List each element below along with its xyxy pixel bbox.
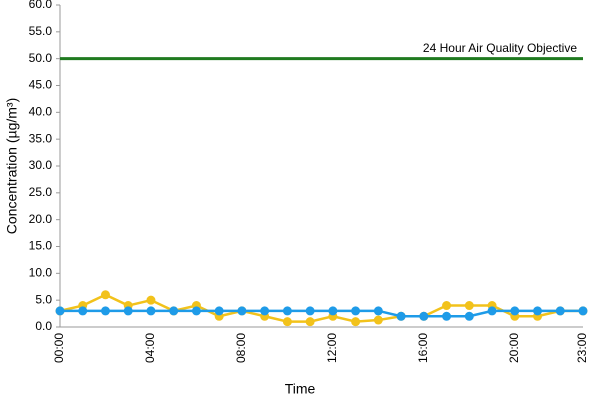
marker	[260, 306, 270, 316]
y-tick-label: 5.0	[35, 292, 52, 306]
marker	[555, 306, 565, 316]
y-axis-label: Concentration (µg/m³)	[4, 98, 20, 234]
marker	[464, 311, 474, 321]
marker	[100, 290, 110, 300]
marker	[351, 306, 361, 316]
marker	[487, 306, 497, 316]
series-line	[59, 293, 583, 323]
marker	[282, 317, 292, 327]
x-tick-label: 08:00	[234, 333, 248, 363]
y-tick-label: 25.0	[29, 185, 53, 199]
marker	[419, 311, 429, 321]
x-tick-label: 04:00	[143, 333, 157, 363]
marker	[442, 301, 452, 311]
marker	[373, 315, 383, 325]
y-tick-label: 30.0	[29, 158, 53, 172]
y-tick-label: 35.0	[29, 131, 53, 145]
marker	[123, 306, 133, 316]
marker	[78, 306, 88, 316]
marker	[169, 306, 179, 316]
x-tick-label: 00:00	[52, 333, 66, 363]
marker	[100, 306, 110, 316]
marker	[146, 295, 156, 305]
x-tick-label: 16:00	[416, 333, 430, 363]
y-tick-label: 50.0	[29, 51, 53, 65]
annotation: 24 Hour Air Quality Objective	[423, 41, 577, 55]
marker	[305, 306, 315, 316]
marker	[351, 317, 361, 327]
y-tick-label: 15.0	[29, 239, 53, 253]
y-tick-label: 55.0	[29, 24, 53, 38]
marker	[373, 306, 383, 316]
marker	[55, 306, 65, 316]
marker	[237, 306, 247, 316]
y-tick-label: 0.0	[35, 319, 52, 333]
marker	[510, 306, 520, 316]
marker	[464, 301, 474, 311]
y-tick-label: 20.0	[29, 212, 53, 226]
y-tick-label: 10.0	[29, 266, 53, 280]
marker	[146, 306, 156, 316]
y-tick-label: 45.0	[29, 78, 53, 92]
marker	[442, 311, 452, 321]
marker	[328, 306, 338, 316]
marker	[282, 306, 292, 316]
marker	[533, 306, 543, 316]
series-line	[60, 309, 583, 318]
marker	[396, 311, 406, 321]
marker	[214, 306, 224, 316]
x-axis-label: Time	[285, 381, 316, 397]
y-tick-label: 60.0	[29, 0, 53, 11]
marker	[191, 306, 201, 316]
x-tick-label: 23:00	[575, 333, 589, 363]
x-tick-label: 12:00	[325, 333, 339, 363]
marker	[578, 306, 588, 316]
x-tick-label: 20:00	[507, 333, 521, 363]
y-tick-label: 40.0	[29, 105, 53, 119]
marker	[305, 317, 315, 327]
